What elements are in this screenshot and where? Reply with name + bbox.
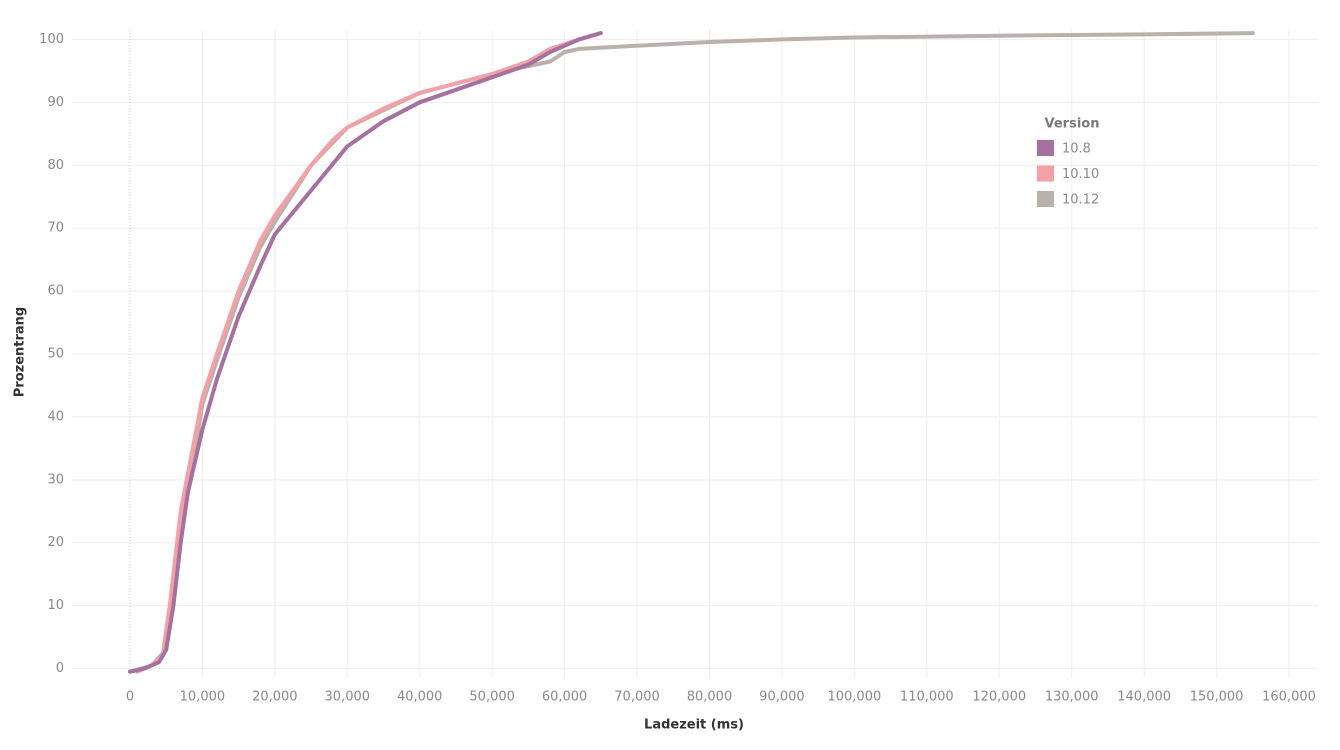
x-tick-label: 20,000 (252, 690, 298, 705)
legend-swatch (1037, 140, 1054, 156)
y-tick-label: 40 (47, 409, 64, 424)
x-tick-label: 40,000 (397, 690, 443, 705)
y-tick-label: 50 (47, 347, 64, 362)
y-tick-label: 90 (47, 95, 64, 110)
x-tick-label: 30,000 (325, 690, 371, 705)
legend-swatch (1037, 165, 1054, 182)
x-tick-label: 120,000 (972, 690, 1026, 705)
series-line (135, 37, 582, 674)
x-tick-label: 10,000 (180, 690, 226, 705)
y-tick-label: 30 (47, 472, 64, 487)
y-tick-label: 20 (47, 535, 64, 550)
x-tick-label: 110,000 (900, 690, 954, 705)
x-tick-label: 80,000 (687, 690, 733, 705)
x-tick-label: 160,000 (1262, 690, 1316, 705)
x-tick-label: 90,000 (759, 690, 805, 705)
y-tick-label: 70 (47, 221, 64, 236)
x-tick-label: 140,000 (1117, 690, 1171, 705)
y-tick-label: 0 (56, 661, 64, 676)
x-tick-label: 100,000 (827, 690, 881, 705)
y-tick-label: 10 (47, 598, 64, 613)
y-tick-label: 100 (39, 32, 64, 47)
legend-swatch (1037, 191, 1054, 207)
x-axis-title: Ladezeit (ms) (644, 718, 744, 733)
x-tick-label: 0 (126, 690, 134, 705)
legend-label: 10.12 (1062, 193, 1099, 208)
x-tick-label: 50,000 (469, 690, 515, 705)
y-tick-label: 80 (47, 158, 64, 173)
x-tick-label: 130,000 (1045, 690, 1099, 705)
x-tick-label: 70,000 (614, 690, 660, 705)
y-tick-label: 60 (47, 284, 64, 299)
legend-label: 10.8 (1062, 142, 1091, 157)
x-tick-label: 60,000 (542, 690, 588, 705)
series-line (128, 31, 603, 674)
legend-title: Version (1045, 117, 1100, 132)
y-axis-title: Prozentrang (13, 307, 28, 397)
x-tick-label: 150,000 (1190, 690, 1244, 705)
legend-label: 10.10 (1062, 167, 1099, 182)
